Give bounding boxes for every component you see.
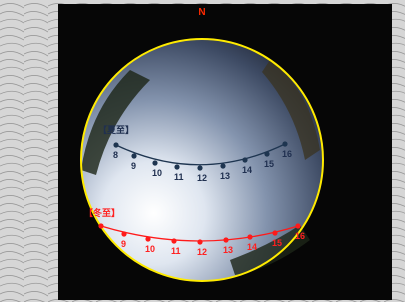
- winter-hour-label: 11: [171, 246, 181, 256]
- winter-hour-label: 9: [121, 239, 126, 249]
- summer-sun-point: [264, 151, 269, 156]
- winter-sun-point: [171, 238, 176, 243]
- winter-hour-label: 13: [223, 245, 233, 255]
- winter-hour-label: 10: [145, 244, 155, 254]
- summer-hour-label: 13: [220, 171, 230, 181]
- summer-sun-point: [113, 142, 118, 147]
- winter-sun-point: [98, 223, 103, 228]
- winter-sun-point: [145, 236, 150, 241]
- winter-sun-point: [197, 239, 202, 244]
- summer-sun-point: [174, 164, 179, 169]
- summer-hour-label: 14: [242, 165, 252, 175]
- winter-hour-label: 16: [295, 231, 305, 241]
- winter-sun-point: [272, 230, 277, 235]
- summer-hour-label: 9: [131, 161, 136, 171]
- summer-sun-point: [131, 153, 136, 158]
- winter-sun-point: [121, 231, 126, 236]
- winter-sun-point: [295, 223, 300, 228]
- summer-sun-point: [220, 163, 225, 168]
- summer-hour-label: 8: [113, 150, 118, 160]
- summer-sun-point: [152, 160, 157, 165]
- winter-hour-label: 15: [272, 238, 282, 248]
- winter-hour-label: 14: [247, 242, 257, 252]
- summer-sun-point: [197, 165, 202, 170]
- summer-hour-label: 12: [197, 173, 207, 183]
- compass-north: N: [198, 7, 205, 18]
- winter-sun-point: [223, 237, 228, 242]
- summer-label: 【夏至】: [98, 125, 134, 135]
- summer-hour-label: 10: [152, 168, 162, 178]
- summer-hour-label: 16: [282, 149, 292, 159]
- summer-sun-point: [242, 157, 247, 162]
- summer-hour-label: 15: [264, 159, 274, 169]
- sun-path-diagram: N 【夏至】 【冬至】 8 9 10 11 12 13 14 15 16 9 10 11 12 13 14 1…: [0, 0, 405, 302]
- summer-sun-point: [282, 141, 287, 146]
- winter-hour-label: 12: [197, 247, 207, 257]
- summer-hour-label: 11: [174, 172, 184, 182]
- winter-sun-point: [247, 234, 252, 239]
- winter-label: 【冬至】: [84, 207, 120, 218]
